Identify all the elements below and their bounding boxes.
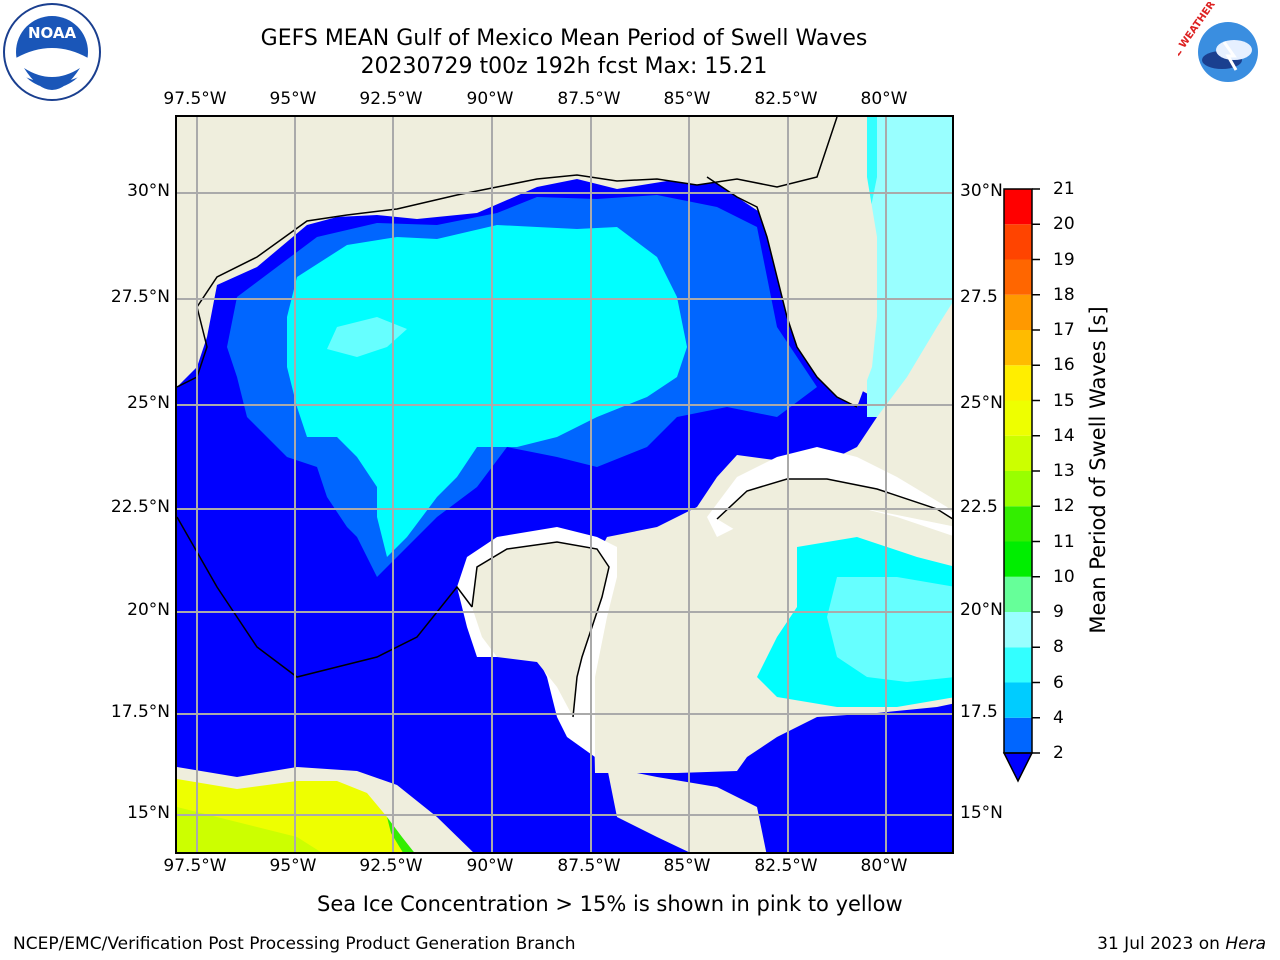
- lat-label-left: 20°N: [127, 600, 170, 620]
- colorbar-tick-label: 12: [1053, 496, 1075, 517]
- cuba-land: [717, 479, 952, 531]
- host-name: Hera: [1225, 934, 1266, 954]
- nws-logo: NATIONAL WEATHER SERVICE: [1178, 2, 1274, 100]
- pacific-yellow-green-region: [177, 807, 321, 852]
- lat-label-right: 25°N: [960, 393, 1003, 413]
- credit-text: NCEP/EMC/Verification Post Processing Pr…: [13, 934, 576, 954]
- colorbar-bin: [1004, 471, 1032, 507]
- colorbar-bin: [1004, 576, 1032, 612]
- lon-label-top: 80°W: [860, 89, 908, 109]
- central-america-land-east: [607, 767, 767, 852]
- lat-label-left: 25°N: [127, 393, 170, 413]
- lat-label-right: 17.5: [960, 702, 998, 722]
- colorbar-bin: [1004, 365, 1032, 401]
- lon-label-bottom: 87.5°W: [557, 856, 621, 876]
- lat-label-right: 22.5: [960, 497, 998, 517]
- lon-label-top: 95°W: [269, 89, 317, 109]
- lon-label-top: 92.5°W: [359, 89, 423, 109]
- colorbar-tick-label: 6: [1053, 672, 1064, 693]
- map-title: GEFS MEAN Gulf of Mexico Mean Period of …: [260, 26, 868, 51]
- date-text: 31 Jul 2023 on Hera: [1097, 934, 1266, 954]
- colorbar-bin: [1004, 435, 1032, 471]
- caribbean-light-cyan-region: [827, 577, 952, 682]
- colorbar-tick-label: 4: [1053, 707, 1064, 728]
- lon-label-top: 87.5°W: [557, 89, 621, 109]
- coastline: [196, 117, 838, 308]
- colorbar-tick-label: 9: [1053, 602, 1064, 622]
- lat-label-left: 17.5°N: [110, 702, 170, 722]
- coastline-mexico: [177, 306, 473, 678]
- lat-label-right: 30°N: [960, 181, 1003, 201]
- lat-label-left: 15°N: [127, 803, 170, 823]
- sea-ice-note: Sea Ice Concentration > 15% is shown in …: [317, 892, 903, 916]
- lon-label-bottom: 80°W: [860, 856, 908, 876]
- colorbar-bin: [1004, 682, 1032, 718]
- yucatan-land: [472, 542, 609, 717]
- lat-label-left: 30°N: [127, 181, 170, 201]
- lon-label-top: 82.5°W: [754, 89, 818, 109]
- lat-label-right: 20°N: [960, 600, 1003, 620]
- colorbar-bin: [1004, 400, 1032, 436]
- lon-label-bottom: 85°W: [663, 856, 711, 876]
- colorbar-bin: [1004, 224, 1032, 260]
- map-canvas: [177, 117, 952, 852]
- gulf-cyan-region: [287, 225, 687, 557]
- colorbar-bin: [1004, 647, 1032, 683]
- lon-label-top: 85°W: [663, 89, 711, 109]
- colorbar-bin: [1004, 612, 1032, 648]
- lon-label-bottom: 82.5°W: [754, 856, 818, 876]
- lon-label-bottom: 95°W: [269, 856, 317, 876]
- colorbar-under-triangle: [1002, 752, 1034, 783]
- colorbar-bin: [1004, 189, 1032, 225]
- lat-label-left: 27.5°N: [110, 287, 170, 307]
- colorbar-tick-label: 19: [1053, 249, 1075, 270]
- colorbar-bin: [1004, 506, 1032, 542]
- colorbar-tick-label: 13: [1053, 461, 1075, 481]
- colorbar-label: Mean Period of Swell Waves [s]: [1086, 306, 1110, 634]
- gulf-light-cyan-patch: [327, 317, 407, 357]
- lon-label-bottom: 92.5°W: [359, 856, 423, 876]
- noaa-logo: NOAA: [3, 3, 101, 101]
- lon-label-bottom: 90°W: [466, 856, 514, 876]
- coastline-yucatan: [471, 541, 610, 718]
- svg-text:NOAA: NOAA: [28, 24, 77, 42]
- colorbar-tick-label: 17: [1053, 320, 1075, 340]
- colorbar-tick-label: 10: [1053, 566, 1075, 587]
- lon-label-bottom: 97.5°W: [163, 856, 227, 876]
- colorbar-bin: [1004, 541, 1032, 577]
- graticule: [177, 117, 952, 852]
- map-panel: [175, 115, 954, 854]
- florida-land: [707, 117, 877, 407]
- colorbar-tick-label: 15: [1053, 390, 1075, 411]
- colorbar-tick-label: 16: [1053, 355, 1075, 376]
- lat-label-right: 15°N: [960, 803, 1003, 823]
- colorbar-frame: [1003, 188, 1033, 754]
- colorbar-tick-label: 8: [1053, 637, 1064, 658]
- colorbar-tick-label: 18: [1053, 284, 1075, 305]
- lat-label-left: 22.5°N: [110, 497, 170, 517]
- colorbar-tick-label: 11: [1053, 531, 1075, 552]
- colorbar-tick-label: 20: [1053, 214, 1075, 235]
- lat-label-right: 27.5: [960, 287, 998, 307]
- map-subtitle: 20230729 t00z 192h fcst Max: 15.21: [360, 54, 768, 79]
- colorbar-tick-label: 14: [1053, 425, 1075, 446]
- lon-label-top: 90°W: [466, 89, 514, 109]
- colorbar-bin: [1004, 259, 1032, 295]
- colorbar-bin: [1004, 717, 1032, 753]
- coastline-florida: [706, 176, 858, 408]
- colorbar-bin: [1004, 294, 1032, 330]
- colorbar-tick-label: 2: [1053, 743, 1064, 763]
- us-coast-land: [177, 117, 952, 317]
- colorbar-bin: [1004, 330, 1032, 366]
- lon-label-top: 97.5°W: [163, 89, 227, 109]
- colorbar-tick-label: 21: [1053, 179, 1075, 199]
